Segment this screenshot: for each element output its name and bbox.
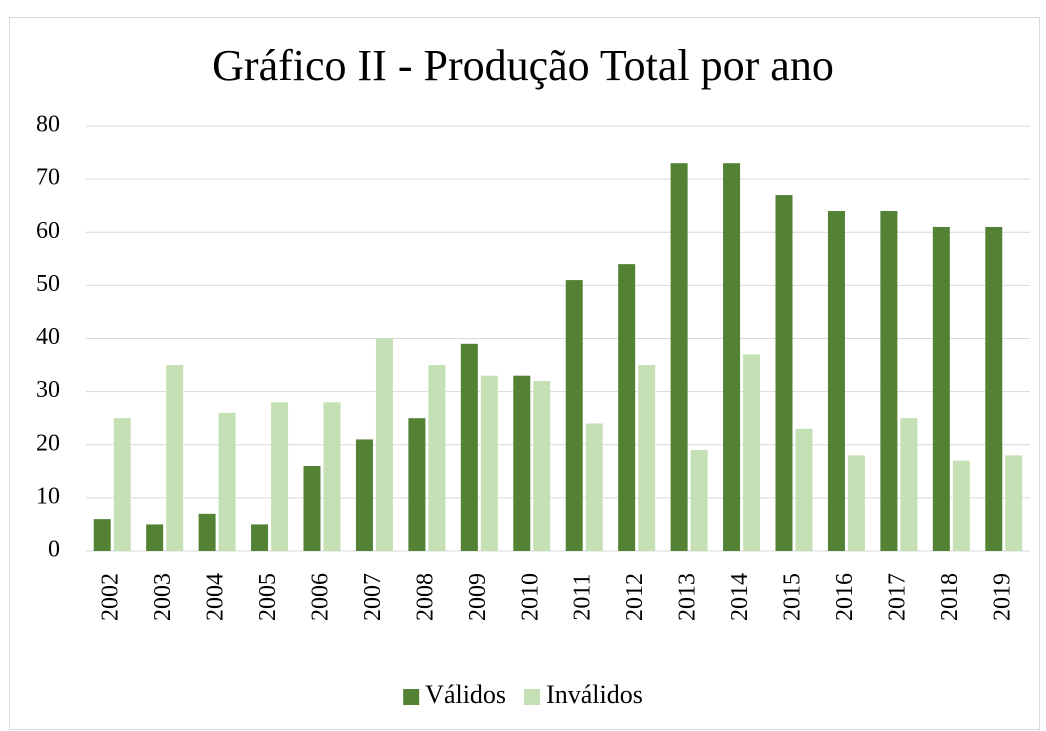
bar [847, 455, 865, 551]
x-tick-label: 2003 [150, 573, 176, 621]
bar [565, 280, 583, 551]
y-tick-label: 80 [36, 112, 60, 138]
x-tick-label: 2006 [308, 573, 334, 621]
x-tick-label: 2004 [203, 573, 229, 621]
bar [113, 418, 131, 551]
bar [775, 195, 793, 551]
bar [795, 428, 813, 551]
bar [146, 524, 164, 551]
x-tick-label: 2013 [675, 573, 701, 621]
bar [952, 460, 970, 551]
bar [932, 226, 950, 551]
x-tick-label: 2012 [622, 573, 648, 621]
bar [670, 163, 688, 551]
legend-label: Inválidos [546, 680, 643, 709]
x-tick-label: 2019 [989, 573, 1015, 621]
bar [690, 450, 708, 551]
bar [513, 375, 531, 551]
bar [533, 381, 551, 551]
bar [303, 466, 321, 551]
bar [323, 402, 341, 551]
x-tick-label: 2014 [727, 573, 753, 621]
y-tick-label: 20 [36, 430, 60, 456]
bar [880, 211, 898, 551]
bar [1005, 455, 1023, 551]
y-tick-label: 70 [36, 165, 60, 191]
bar [428, 365, 446, 551]
x-tick-label: 2008 [412, 573, 438, 621]
y-tick-label: 40 [36, 324, 60, 350]
bar [827, 211, 845, 551]
bar [900, 418, 918, 551]
bar [251, 524, 269, 551]
x-tick-label: 2015 [780, 573, 806, 621]
y-tick-label: 0 [48, 537, 60, 563]
x-tick-label: 2011 [570, 573, 596, 620]
bar [166, 365, 184, 551]
x-tick-label: 2009 [465, 573, 491, 621]
chart-title: Gráfico II - Produção Total por ano [212, 41, 834, 90]
bar [618, 264, 636, 551]
x-tick-label: 2010 [517, 573, 543, 621]
y-tick-label: 30 [36, 377, 60, 403]
bar [271, 402, 289, 551]
bar [198, 513, 216, 551]
bar [585, 423, 603, 551]
bar [743, 354, 761, 551]
x-tick-label: 2017 [884, 573, 910, 621]
legend-swatch [524, 689, 541, 705]
bar [218, 412, 236, 551]
bar [985, 226, 1003, 551]
legend-label: Válidos [425, 680, 506, 709]
y-tick-label: 50 [36, 271, 60, 297]
bar [93, 519, 111, 551]
x-tick-label: 2002 [98, 573, 124, 621]
bar [480, 375, 498, 551]
bar [375, 338, 393, 551]
x-tick-label: 2005 [255, 573, 281, 621]
bar [460, 343, 478, 551]
y-tick-label: 10 [36, 483, 60, 509]
bar [723, 163, 741, 551]
x-tick-label: 2018 [937, 573, 963, 621]
bar [638, 365, 656, 551]
x-tick-label: 2016 [832, 573, 858, 621]
y-tick-label: 60 [36, 218, 60, 244]
legend-swatch [403, 689, 420, 705]
bar [408, 418, 426, 551]
bar [355, 439, 373, 551]
x-tick-label: 2007 [360, 573, 386, 621]
